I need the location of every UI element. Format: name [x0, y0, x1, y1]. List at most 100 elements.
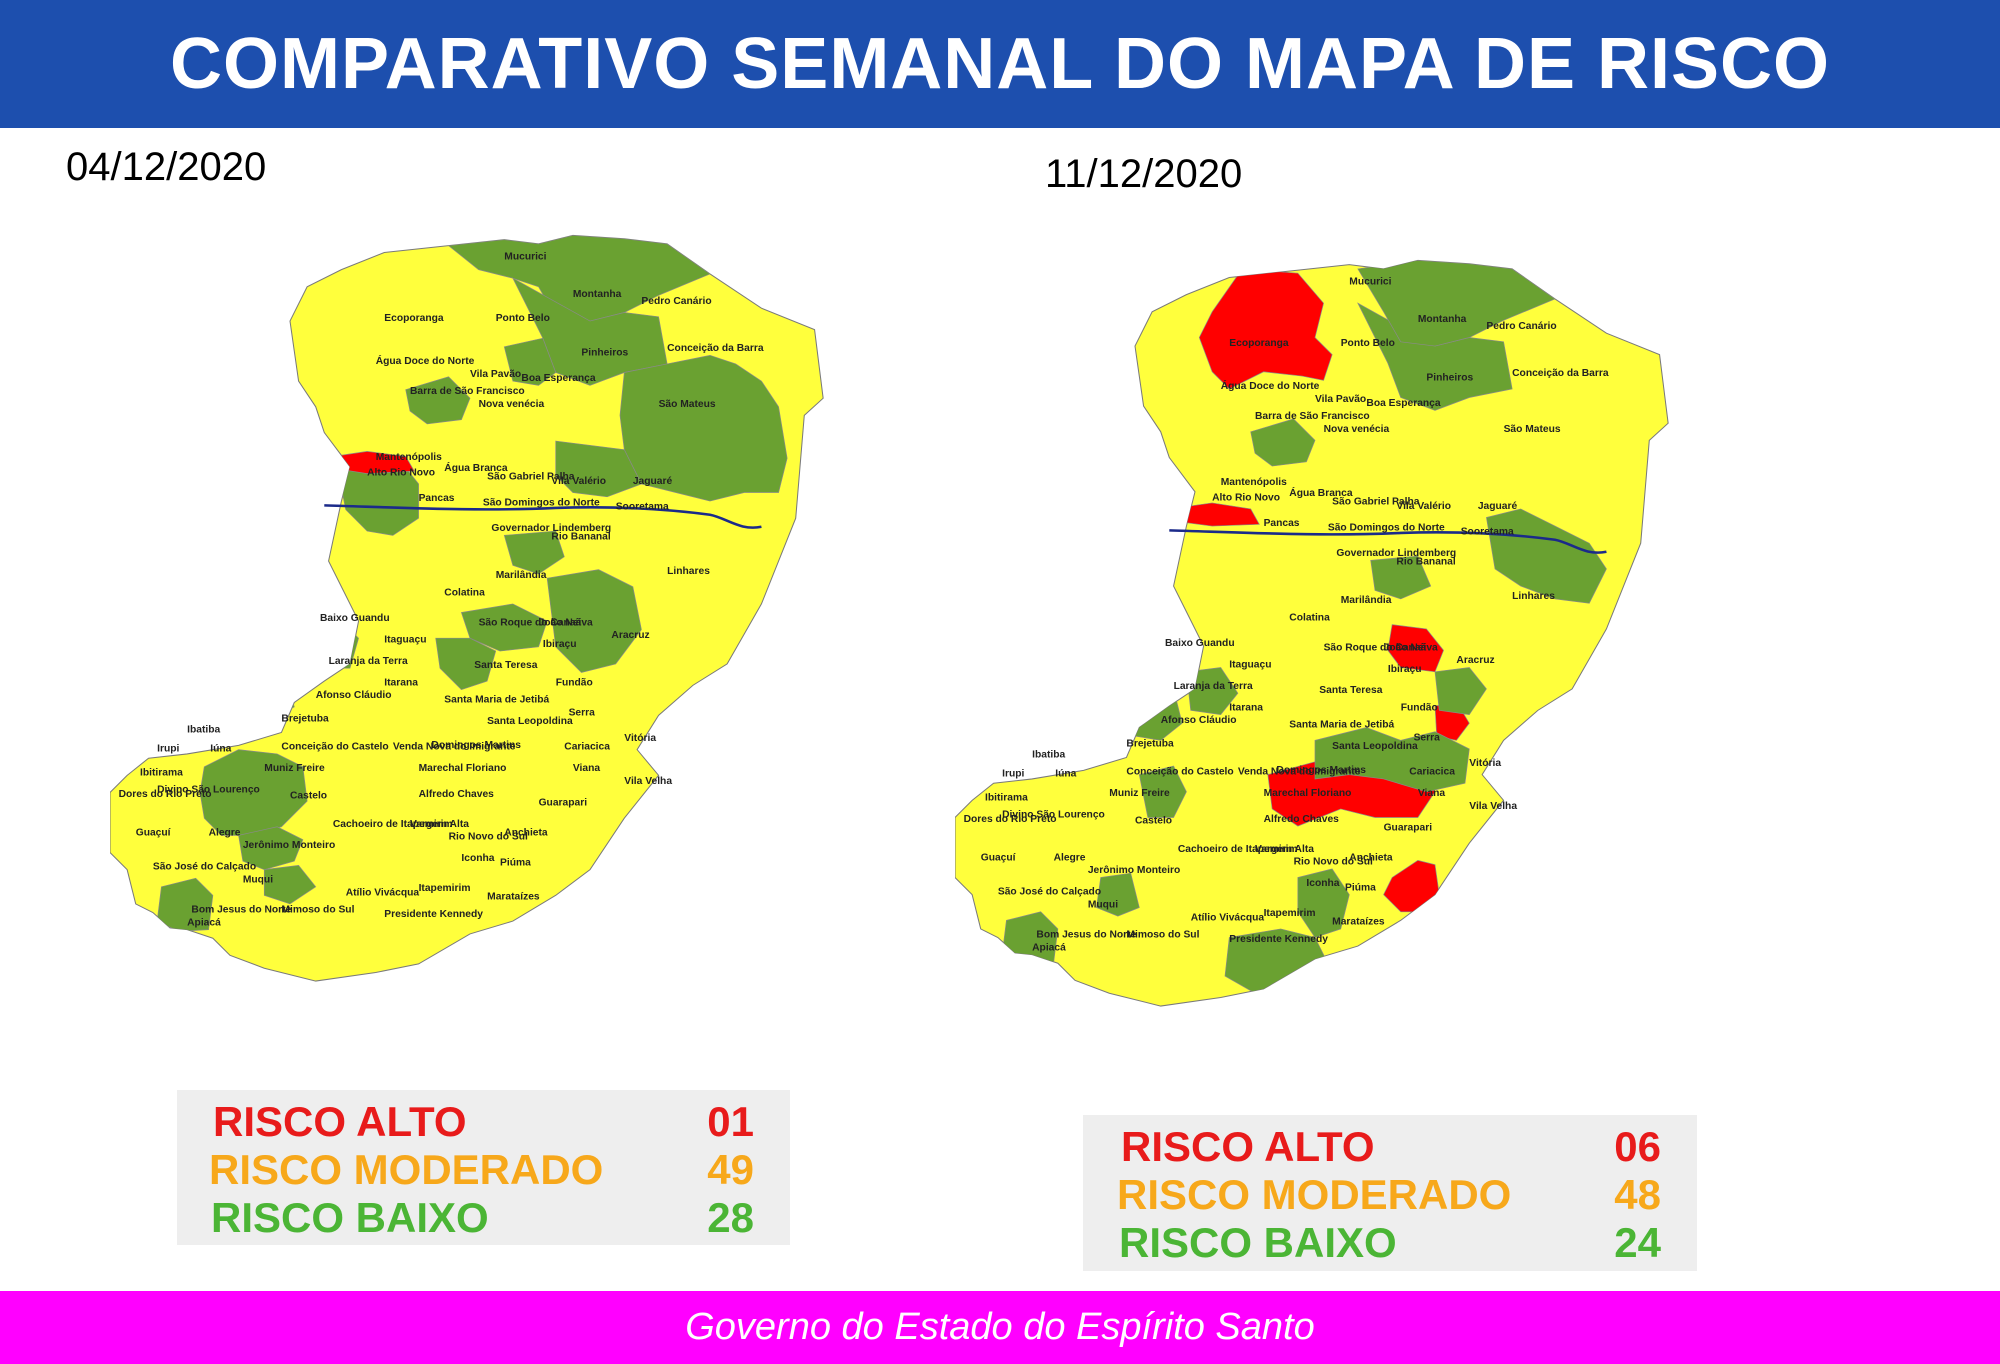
municipality-label: Apiacá [1032, 942, 1066, 953]
municipality-label: Jaguaré [1478, 501, 1518, 512]
municipality-label: Apiacá [187, 917, 221, 928]
municipality-label: Fundão [1401, 702, 1438, 713]
legend-value: 48 [1614, 1171, 1661, 1218]
legend-row-moderado: RISCO MODERADO 48 [1083, 1171, 1697, 1219]
municipality-label: Pinheiros [581, 347, 628, 358]
municipality-label: Serra [569, 707, 596, 718]
municipality-red [1198, 268, 1333, 390]
municipality-label: Fundão [556, 677, 593, 688]
municipality-label: São Gabriel Palha [1332, 497, 1420, 508]
municipality-green [435, 637, 497, 691]
municipality-green [1186, 667, 1239, 716]
municipality-label: Água Branca [1289, 486, 1353, 499]
municipality-label: Bom Jesus do Norte [1036, 930, 1136, 941]
municipality-label: Muqui [1088, 900, 1118, 911]
date-left: 04/12/2020 [66, 145, 267, 189]
municipality-label: João Neiva [539, 617, 593, 628]
municipality-label: Itapemirim [1264, 908, 1316, 919]
municipality-label: Atílio Vivácqua [1191, 912, 1265, 923]
municipality-label: Boa Esperança [1366, 398, 1440, 409]
legend-row-moderado: RISCO MODERADO 49 [177, 1146, 790, 1194]
municipality-label: Divino São Lourenço [157, 785, 260, 796]
municipality-label: Pancas [1264, 518, 1300, 529]
municipality-label: Santa Maria de Jetibá [1289, 719, 1394, 730]
municipality-label: Cariacica [1409, 767, 1455, 778]
river-line [324, 504, 762, 529]
municipality-label: Domingos Martins [431, 740, 521, 751]
municipality-label: Colatina [1289, 612, 1330, 623]
municipality-label: Montanha [1418, 314, 1467, 325]
municipality-label: Anchieta [1349, 852, 1393, 863]
legend-label: RISCO MODERADO [209, 1146, 604, 1193]
municipality-label: Guarapari [539, 797, 588, 808]
municipality-label: Pinheiros [1426, 372, 1473, 383]
municipality-green [405, 376, 471, 425]
municipality-label: Muniz Freire [264, 763, 325, 774]
municipality-label: Cachoeiro de Itapemirim [1178, 844, 1298, 855]
municipality-label: Presidente Kennedy [384, 909, 483, 920]
municipality-label: Mantenópolis [376, 452, 442, 463]
municipality-label: Rio Novo do Sul [1294, 857, 1373, 868]
municipality-label: Marataízes [487, 892, 540, 903]
municipality-label: Iconha [461, 853, 494, 864]
municipality-green [1138, 765, 1187, 818]
legend-right: RISCO ALTO 06 RISCO MODERADO 48 RISCO BA… [1083, 1115, 1697, 1271]
map-right: Mucurici Montanha Pedro Canário Ecoporanga P… [955, 160, 1675, 1115]
footer-text: Governo do Estado do Espírito Santo [685, 1306, 1315, 1348]
municipality-label: Cariacica [564, 742, 610, 753]
municipality-label: Santa Teresa [1319, 685, 1382, 696]
municipality-label: Marechal Floriano [1264, 788, 1352, 799]
municipality-green [503, 530, 565, 575]
municipality-label: Mantenópolis [1221, 477, 1287, 488]
municipality-label: Marataízes [1332, 917, 1385, 928]
municipality-label: Afonso Cláudio [316, 690, 392, 701]
municipality-label: Alegre [209, 827, 241, 838]
municipality-label: São Roque do Canaã [1324, 642, 1427, 653]
municipality-green [263, 864, 317, 905]
municipality-label: Alegre [1054, 852, 1086, 863]
municipality-label: Itarana [384, 677, 418, 688]
municipality-label: Conceição do Castelo [281, 742, 388, 753]
legend-label: RISCO ALTO [1121, 1123, 1375, 1170]
municipality-label: Guaçuí [981, 852, 1017, 863]
municipality-green [546, 569, 642, 673]
municipality-label: Ponto Belo [1341, 338, 1395, 349]
municipality-label: Guaçuí [136, 827, 172, 838]
municipality-label: Conceição do Castelo [1126, 767, 1233, 778]
legend-left: RISCO ALTO 01 RISCO MODERADO 49 RISCO BA… [177, 1090, 790, 1245]
municipality-label: Ibatiba [1032, 749, 1065, 760]
municipality-green [1370, 555, 1432, 600]
municipality-label: Linhares [1512, 591, 1555, 602]
municipality-label: Ibitirama [985, 792, 1028, 803]
legend-label: RISCO ALTO [213, 1098, 467, 1145]
municipality-label: Rio Bananal [1396, 557, 1455, 568]
municipality-label: Castelo [290, 791, 327, 802]
municipality-green [1096, 872, 1140, 917]
municipality-label: Laranja da Terra [329, 656, 408, 667]
municipality-label: São Domingos do Norte [483, 497, 600, 508]
municipality-label: Ponto Belo [496, 313, 550, 324]
municipality-label: São José do Calçado [153, 862, 256, 873]
municipality-label: São Gabriel Palha [487, 472, 575, 483]
municipality-label: Jaguaré [633, 476, 673, 487]
header-banner: COMPARATIVO SEMANAL DO MAPA DE RISCO [0, 0, 2000, 128]
municipality-label: Nova venécia [1324, 424, 1390, 435]
legend-value: 49 [707, 1146, 754, 1193]
municipality-label: Divino São Lourenço [1002, 810, 1105, 821]
municipality-label: Boa Esperança [521, 373, 595, 384]
river-line [1169, 529, 1607, 554]
municipality-label: Água Doce do Norte [1221, 379, 1320, 392]
legend-row-baixo: RISCO BAIXO 24 [1083, 1219, 1697, 1267]
municipality-label: São Roque do Canaã [479, 617, 582, 628]
legend-value: 06 [1614, 1123, 1661, 1170]
municipality-label: Mucurici [1349, 276, 1391, 287]
municipality-label: Iconha [1306, 878, 1339, 889]
municipality-label: Aracruz [1456, 655, 1494, 666]
date-right: 11/12/2020 [1045, 152, 1243, 196]
state-outline [955, 259, 1669, 1007]
municipality-label: Ibatiba [187, 724, 220, 735]
municipality-label: Piúma [1345, 882, 1376, 893]
municipality-label: Vargem Alta [410, 819, 469, 830]
municipality-label: Dores do Rio Preto [119, 789, 212, 800]
municipality-label: Vila Pavão [1315, 394, 1366, 405]
